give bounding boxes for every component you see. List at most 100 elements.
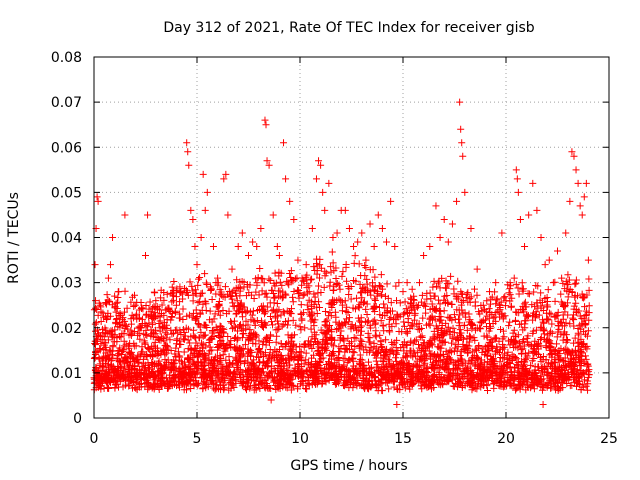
data-point bbox=[325, 312, 333, 320]
data-point bbox=[194, 379, 202, 387]
data-point bbox=[110, 367, 118, 375]
data-point bbox=[558, 274, 566, 282]
data-point bbox=[100, 333, 108, 341]
data-point bbox=[127, 350, 135, 358]
data-point bbox=[362, 378, 370, 386]
data-point bbox=[139, 355, 147, 363]
data-point bbox=[564, 271, 572, 279]
data-point bbox=[302, 349, 310, 357]
data-point bbox=[321, 267, 329, 275]
data-point bbox=[158, 371, 166, 379]
data-point bbox=[552, 367, 560, 375]
data-point bbox=[485, 327, 493, 335]
data-point bbox=[487, 323, 495, 331]
data-point bbox=[298, 274, 306, 282]
data-point bbox=[329, 259, 337, 267]
data-point bbox=[179, 360, 187, 368]
data-point bbox=[381, 312, 389, 320]
data-point bbox=[545, 256, 553, 264]
data-point bbox=[370, 343, 378, 351]
x-tick-label: 25 bbox=[600, 431, 618, 447]
data-point bbox=[576, 202, 584, 210]
data-point bbox=[490, 361, 498, 369]
data-point bbox=[432, 306, 440, 314]
data-point bbox=[565, 276, 573, 284]
data-point bbox=[302, 356, 310, 364]
data-point bbox=[92, 327, 100, 335]
data-point bbox=[501, 293, 509, 301]
data-point bbox=[531, 348, 539, 356]
data-point bbox=[298, 281, 306, 289]
data-point bbox=[396, 299, 404, 307]
data-point bbox=[573, 376, 581, 384]
data-point bbox=[272, 338, 280, 346]
data-point bbox=[554, 354, 562, 362]
data-point bbox=[345, 367, 353, 375]
data-point bbox=[453, 197, 461, 205]
data-point bbox=[385, 357, 393, 365]
data-point bbox=[171, 350, 179, 358]
data-point bbox=[551, 313, 559, 321]
data-point bbox=[377, 291, 385, 299]
data-point bbox=[356, 351, 364, 359]
data-point bbox=[359, 361, 367, 369]
data-point bbox=[356, 324, 364, 332]
data-point bbox=[507, 368, 515, 376]
data-point bbox=[533, 206, 541, 214]
data-point bbox=[421, 300, 429, 308]
data-point bbox=[395, 279, 403, 287]
data-point bbox=[117, 311, 125, 319]
data-point bbox=[238, 229, 246, 237]
data-point bbox=[562, 319, 570, 327]
data-point bbox=[241, 341, 249, 349]
data-point bbox=[358, 338, 366, 346]
data-point bbox=[268, 307, 276, 315]
data-point bbox=[437, 376, 445, 384]
data-point bbox=[318, 380, 326, 388]
data-point bbox=[318, 379, 326, 387]
data-point bbox=[272, 386, 280, 394]
data-point bbox=[112, 308, 120, 316]
data-point bbox=[559, 315, 567, 323]
data-point bbox=[579, 340, 587, 348]
data-point bbox=[438, 274, 446, 282]
data-point bbox=[530, 385, 538, 393]
x-tick-label: 20 bbox=[497, 431, 515, 447]
data-point bbox=[534, 304, 542, 312]
data-point bbox=[259, 353, 267, 361]
data-point bbox=[562, 229, 570, 237]
data-point bbox=[286, 197, 294, 205]
data-point bbox=[451, 329, 459, 337]
y-tick-label: 0.03 bbox=[51, 276, 82, 292]
data-point bbox=[177, 288, 185, 296]
data-point bbox=[566, 357, 574, 365]
data-point bbox=[391, 339, 399, 347]
data-point bbox=[221, 374, 229, 382]
data-point bbox=[244, 379, 252, 387]
data-point bbox=[557, 383, 564, 391]
data-point bbox=[381, 363, 389, 371]
data-point bbox=[378, 343, 386, 351]
data-point bbox=[281, 290, 289, 298]
data-point bbox=[420, 361, 428, 369]
data-point bbox=[419, 377, 427, 385]
data-point bbox=[422, 379, 430, 387]
data-point bbox=[570, 339, 578, 347]
data-point bbox=[245, 331, 253, 339]
data-point bbox=[521, 349, 529, 357]
data-point bbox=[290, 215, 298, 223]
data-point bbox=[473, 385, 481, 393]
data-point bbox=[488, 310, 496, 318]
data-point bbox=[322, 330, 330, 338]
data-point bbox=[336, 348, 344, 356]
data-point bbox=[342, 263, 350, 271]
data-point bbox=[236, 322, 244, 330]
data-point bbox=[454, 357, 462, 365]
data-point bbox=[324, 326, 332, 334]
data-point bbox=[333, 356, 341, 364]
data-point bbox=[558, 318, 566, 326]
data-point bbox=[403, 329, 411, 337]
data-point bbox=[393, 360, 401, 368]
data-point bbox=[117, 333, 125, 341]
data-point bbox=[522, 303, 530, 311]
